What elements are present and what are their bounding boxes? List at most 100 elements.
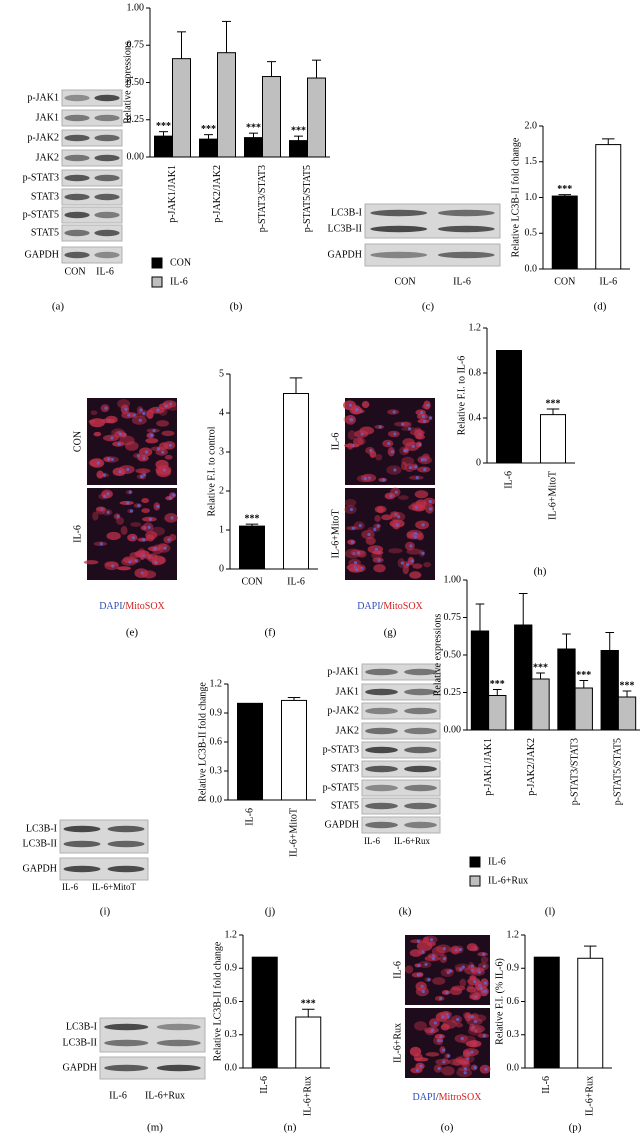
nucleus — [363, 476, 367, 481]
significance: *** — [245, 513, 260, 524]
nucleus — [100, 507, 104, 511]
bar — [577, 957, 604, 1069]
nucleus — [390, 450, 394, 454]
band-label: LC3B-II — [63, 1037, 97, 1048]
nucleus — [99, 542, 103, 546]
nucleus — [356, 551, 361, 555]
bar — [251, 956, 278, 1069]
cell — [409, 1046, 422, 1057]
cell — [414, 490, 429, 499]
cell — [373, 564, 386, 573]
cell — [414, 1057, 429, 1062]
lane-label: IL-6+Rux — [394, 836, 431, 846]
cell — [448, 1058, 465, 1066]
stain-name: MitoSOX — [125, 601, 165, 612]
nucleus — [156, 408, 160, 412]
bar — [533, 956, 560, 1069]
error-bar — [222, 20, 231, 53]
lane-label: IL-6 — [453, 276, 471, 287]
bar — [199, 138, 218, 158]
blot-strip — [361, 702, 441, 720]
y-tick-label: 0.00 — [444, 724, 462, 735]
y-tick-label: 0.0 — [225, 1062, 238, 1073]
bar — [470, 630, 490, 731]
nucleus — [393, 468, 397, 472]
nucleus — [467, 1015, 471, 1019]
stain-legend: DAPI/MitoSOX — [357, 601, 423, 612]
band — [64, 154, 90, 162]
legend-swatch — [469, 856, 481, 868]
band — [94, 211, 120, 219]
nucleus — [349, 507, 354, 512]
x-tick-label: IL-6 — [259, 1076, 270, 1094]
nucleus — [117, 442, 121, 446]
nucleus — [408, 466, 413, 470]
cell — [426, 941, 436, 947]
band — [64, 94, 90, 102]
error-bar — [204, 134, 213, 140]
blot-strip — [61, 224, 123, 242]
bar — [551, 195, 578, 270]
nucleus — [431, 956, 436, 961]
y-axis-label: Relative F.I. (% IL-6) — [494, 958, 505, 1045]
panel-label: (a) — [52, 301, 65, 313]
stain-name: / — [436, 1092, 439, 1103]
stain-legend: DAPI/MitoSOX — [99, 601, 165, 612]
nucleus — [473, 1065, 477, 1070]
blot-strip — [361, 779, 441, 797]
nucleus — [170, 516, 174, 520]
band — [104, 1023, 149, 1031]
nucleus — [433, 1021, 437, 1025]
lane-label: IL-6 — [96, 266, 114, 277]
nucleus — [463, 1071, 467, 1075]
bar — [239, 525, 265, 570]
nucleus — [416, 939, 420, 943]
band — [94, 94, 120, 102]
cell — [459, 978, 467, 988]
nucleus — [168, 443, 172, 447]
cell — [141, 508, 151, 514]
cell — [141, 498, 150, 504]
cell — [423, 561, 432, 568]
cell — [425, 1052, 440, 1057]
nucleus — [126, 467, 130, 472]
band-label: GAPDH — [328, 249, 362, 260]
band-label: GAPDH — [325, 819, 359, 830]
cell — [440, 1023, 450, 1031]
nucleus — [482, 952, 486, 956]
cell — [164, 454, 173, 460]
panel-label: (h) — [534, 566, 547, 578]
y-tick-label: 0.6 — [210, 736, 223, 747]
cell — [451, 985, 466, 991]
nucleus — [456, 1017, 460, 1022]
legend-swatch — [151, 276, 163, 288]
y-tick-label: 0.00 — [127, 151, 145, 162]
nucleus — [374, 547, 378, 551]
bar — [531, 678, 550, 731]
nucleus — [484, 1067, 488, 1071]
stain-legend: DAPI/MitroSOX — [413, 1092, 483, 1103]
cell — [472, 1014, 487, 1022]
error-bar — [492, 689, 502, 696]
panel-label: (b) — [230, 301, 243, 313]
cell — [106, 531, 121, 541]
stain-name: MitoSOX — [383, 601, 423, 612]
band — [404, 707, 437, 715]
nucleus — [417, 963, 421, 968]
nucleus — [409, 544, 413, 548]
band — [107, 825, 145, 833]
nucleus — [421, 523, 425, 527]
band — [365, 688, 398, 696]
legend-label: IL-6+Rux — [488, 875, 528, 886]
cell — [466, 943, 478, 952]
nucleus — [473, 1019, 478, 1024]
band-label: GAPDH — [63, 1062, 97, 1073]
band-label: LC3B-II — [23, 838, 57, 849]
nucleus — [149, 433, 154, 437]
cell — [374, 505, 387, 513]
nucleus — [378, 425, 382, 429]
blot-strip — [61, 169, 123, 187]
cell — [455, 1022, 464, 1028]
cell — [92, 511, 99, 521]
bar — [557, 648, 576, 731]
